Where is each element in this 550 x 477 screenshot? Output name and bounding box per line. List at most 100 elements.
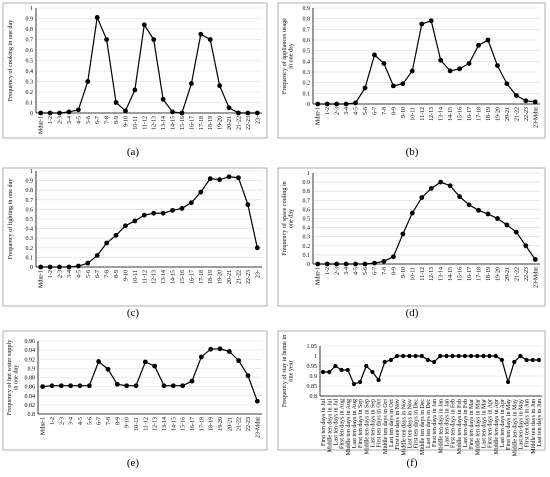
x-tick-label: 14-15 bbox=[171, 270, 177, 284]
y-tick-label: 0.8 bbox=[26, 188, 34, 194]
data-point bbox=[170, 109, 175, 115]
x-tick-label: 4-5 bbox=[76, 270, 82, 278]
data-point bbox=[226, 174, 232, 180]
x-tick-label: 3-4 bbox=[344, 107, 350, 115]
data-point bbox=[207, 37, 213, 42]
data-point bbox=[428, 186, 434, 191]
y-tick-label: 0.7 bbox=[303, 198, 311, 204]
x-tick-label: Middle ten days in Jun bbox=[531, 399, 537, 454]
data-point bbox=[495, 63, 500, 68]
x-tick-label: 13-14 bbox=[161, 116, 167, 130]
data-point bbox=[334, 261, 340, 267]
x-tick-label: 6-7 bbox=[95, 116, 101, 124]
data-point bbox=[364, 363, 369, 369]
data-point bbox=[236, 110, 241, 116]
data-point bbox=[96, 359, 102, 364]
data-point bbox=[245, 202, 251, 208]
x-tick-label: 20-21 bbox=[227, 270, 233, 284]
data-point bbox=[132, 218, 138, 224]
chart-panel-1: 0 0.1 0.2 0.3 0.4 0.5 0.6 0.7 0.8 0.9 Mdnt-1 1-2 2-3… bbox=[277, 2, 546, 158]
data-point bbox=[188, 200, 194, 206]
x-tick-label: Last ten days in Apr bbox=[500, 399, 506, 447]
panel-frame bbox=[277, 330, 546, 451]
y-tick-label: 1 bbox=[314, 354, 317, 360]
data-point bbox=[315, 101, 321, 107]
x-tick-label: 15-16 bbox=[180, 270, 186, 284]
y-tick-label: 0 bbox=[307, 262, 310, 268]
x-tick-label: 17-18 bbox=[199, 116, 205, 130]
panel-caption: (d) bbox=[406, 307, 419, 319]
y-tick-label: 0.96 bbox=[25, 339, 36, 345]
data-point bbox=[85, 260, 91, 266]
data-point bbox=[198, 354, 204, 360]
data-point bbox=[236, 358, 242, 364]
data-point bbox=[113, 100, 119, 105]
x-tick-label: 21-22 bbox=[237, 417, 243, 431]
data-point bbox=[390, 254, 396, 260]
data-point bbox=[513, 229, 519, 235]
data-point bbox=[532, 257, 538, 262]
data-point bbox=[388, 357, 394, 363]
x-tick-label: 22-23 bbox=[246, 270, 252, 284]
y-tick-label: 0.86 bbox=[25, 385, 36, 391]
x-tick-label: 2-3 bbox=[58, 116, 64, 124]
data-point bbox=[504, 222, 510, 228]
x-tick-label: 21-22 bbox=[514, 267, 520, 281]
data-point bbox=[226, 349, 232, 354]
x-tick-label: Middle ten days in Aug bbox=[346, 399, 352, 455]
x-tick-label: 10-11 bbox=[134, 417, 140, 431]
data-point bbox=[457, 194, 463, 200]
data-point bbox=[320, 369, 326, 375]
data-point bbox=[493, 353, 498, 359]
x-tick-label: 16-17 bbox=[467, 267, 473, 281]
y-tick-label: 1 bbox=[30, 6, 33, 12]
x-tick-label: 5-6 bbox=[86, 116, 92, 124]
x-tick-label: 8-9 bbox=[115, 417, 121, 425]
data-point bbox=[523, 98, 529, 104]
x-tick-label: 20-21 bbox=[505, 107, 511, 121]
data-point bbox=[353, 100, 358, 106]
y-tick-label: 0.8 bbox=[310, 394, 318, 400]
data-point bbox=[513, 93, 519, 98]
data-point bbox=[438, 353, 443, 359]
y-tick-label: 0.2 bbox=[303, 81, 311, 87]
x-tick-label: 15-16 bbox=[458, 107, 464, 121]
data-point bbox=[505, 379, 511, 385]
data-point bbox=[75, 263, 81, 269]
data-point bbox=[114, 381, 120, 387]
x-tick-label: First ten days in Jan bbox=[432, 399, 438, 447]
y-tick-label: 0.5 bbox=[26, 59, 34, 65]
x-tick-label: 3-4 bbox=[69, 417, 75, 425]
chart-panel-2: 0 0.1 0.2 0.3 0.4 0.5 0.6 0.7 0.8 0.9 1 Mdnt-1 1-2 2-… bbox=[2, 167, 268, 319]
data-point bbox=[141, 22, 147, 28]
x-tick-label: 6-7 bbox=[372, 107, 378, 115]
data-point bbox=[409, 68, 415, 74]
data-point bbox=[208, 346, 214, 352]
x-tick-label: 19-20 bbox=[495, 107, 501, 121]
data-point bbox=[431, 359, 437, 365]
data-point bbox=[179, 206, 185, 211]
data-point bbox=[425, 357, 431, 363]
x-tick-label: 8-9 bbox=[114, 116, 120, 124]
data-point bbox=[160, 210, 166, 216]
x-tick-label: 8-9 bbox=[391, 267, 397, 275]
data-point bbox=[524, 357, 529, 363]
x-tick-label: 5-6 bbox=[86, 270, 92, 278]
data-point bbox=[438, 179, 444, 185]
x-tick-label: 5-6 bbox=[363, 267, 369, 275]
x-tick-label: 1-2 bbox=[325, 267, 331, 275]
data-point bbox=[123, 108, 128, 114]
x-tick-label: 12-13 bbox=[429, 107, 435, 121]
y-tick-label: 0.1 bbox=[26, 101, 34, 107]
data-point bbox=[132, 87, 138, 93]
x-tick-label: 11-12 bbox=[420, 267, 426, 281]
data-point bbox=[381, 258, 387, 264]
data-point bbox=[530, 357, 535, 363]
x-tick-label: 4-5 bbox=[78, 417, 84, 425]
x-tick-label: 16-17 bbox=[190, 417, 196, 431]
y-tick-label: 0.92 bbox=[25, 357, 36, 363]
data-point bbox=[343, 101, 349, 107]
data-point bbox=[518, 353, 523, 359]
data-point bbox=[198, 31, 204, 37]
y-tick-label: 0.2 bbox=[26, 246, 34, 252]
